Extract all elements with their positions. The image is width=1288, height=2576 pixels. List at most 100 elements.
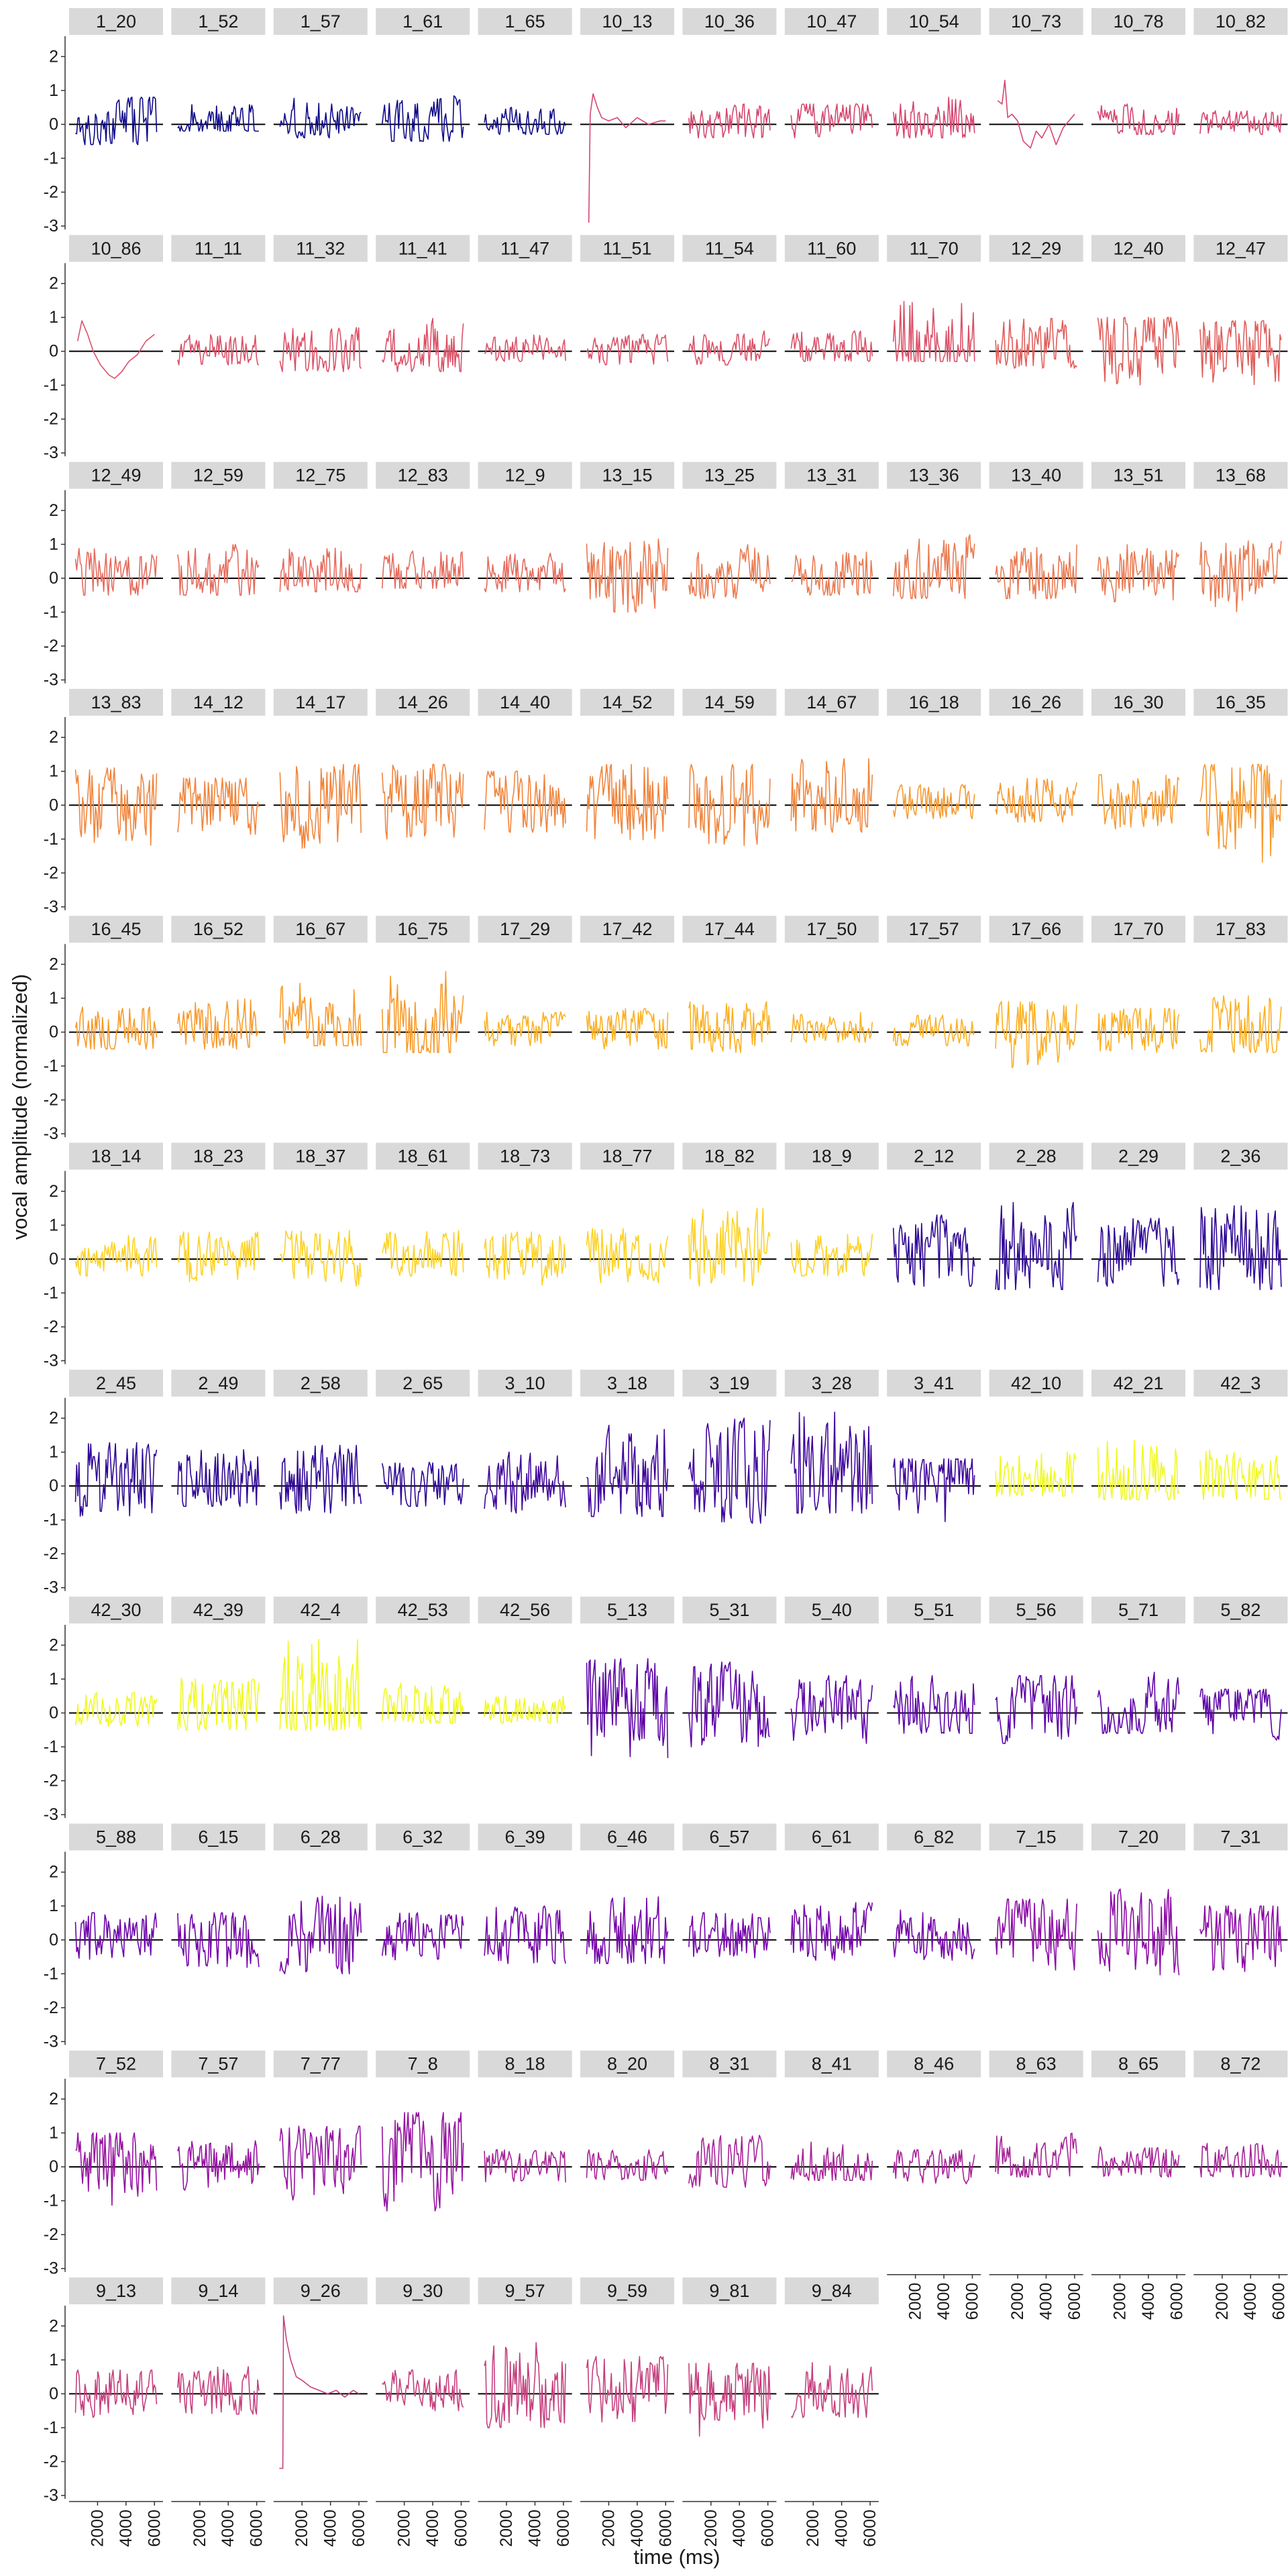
facet-strip-label: 14_26	[398, 692, 448, 712]
amplitude-series-line	[1097, 1672, 1180, 1734]
facet-panel: 3_19	[682, 1369, 777, 1524]
facet-strip	[580, 8, 674, 35]
facet-panel: 5_82	[1193, 1597, 1288, 1741]
panel-plot-area	[478, 2342, 572, 2428]
y-tick-label: 2	[49, 1409, 58, 1428]
facet-strip	[273, 1369, 368, 1397]
facet-strip-label: 12_59	[193, 466, 244, 486]
facet-strip	[376, 2277, 470, 2304]
facet-strip	[784, 1142, 879, 1170]
facet-strip	[784, 2277, 879, 2304]
facet-strip-label: 11_47	[500, 238, 549, 258]
amplitude-series-line	[75, 2132, 158, 2206]
panel-plot-area	[69, 97, 163, 146]
y-tick-label: 1	[49, 1216, 58, 1234]
facet-panel: 11_70	[887, 235, 981, 362]
facet-strip	[376, 8, 470, 35]
panel-plot-area	[478, 334, 572, 362]
facet-panel: 14_52	[580, 688, 674, 841]
amplitude-series-line	[381, 763, 464, 840]
y-tick-label: 0	[49, 1477, 58, 1495]
amplitude-series-line	[177, 998, 260, 1050]
facet-strip	[887, 1369, 981, 1397]
amplitude-series-line	[1097, 1440, 1180, 1501]
panel-plot-area	[887, 784, 981, 820]
facet-panel: 17_42	[580, 916, 674, 1050]
facet-strip-label: 17_57	[909, 919, 959, 939]
y-tick-label: -1	[44, 830, 58, 849]
panel-plot-area	[273, 1895, 368, 1975]
facet-strip	[1091, 235, 1185, 262]
x-tick-label: 6000	[350, 2510, 368, 2547]
facet-strip-label: 14_17	[295, 692, 345, 712]
panel-plot-area	[478, 552, 572, 592]
facet-panel: 13_15	[580, 462, 674, 613]
facet-strip-label: 16_26	[1011, 692, 1061, 712]
y-tick-label: -2	[44, 182, 58, 201]
facet-panel: 6_82	[887, 1823, 981, 1961]
amplitude-series-line	[381, 95, 464, 142]
panel-plot-area	[478, 1011, 572, 1046]
facet-strip	[1091, 1369, 1185, 1397]
amplitude-series-line	[995, 1201, 1077, 1291]
panel-plot-area	[1193, 1688, 1288, 1741]
facet-panel: 8_65	[1091, 2050, 1185, 2178]
panel-plot-area	[478, 1451, 572, 1514]
facet-strip	[171, 462, 266, 489]
x-tick-label: 4000	[1241, 2283, 1260, 2320]
facet-strip	[784, 916, 879, 943]
facet-strip	[887, 8, 981, 35]
amplitude-series-line	[177, 1231, 260, 1283]
facet-strip	[989, 8, 1083, 35]
facet-panel: 9_84	[784, 2277, 879, 2418]
facet-panel: 12_49	[69, 462, 163, 596]
facet-strip-label: 8_72	[1220, 2054, 1260, 2074]
amplitude-series-line	[177, 2366, 260, 2415]
facet-strip-label: 14_59	[704, 692, 755, 712]
facet-strip-label: 9_84	[812, 2281, 852, 2301]
amplitude-series-line	[382, 2369, 464, 2412]
y-tick-label: 1	[49, 2124, 58, 2143]
amplitude-series-line	[688, 103, 771, 139]
panel-plot-area	[69, 767, 163, 846]
facet-strip	[69, 235, 163, 262]
amplitude-series-line	[790, 330, 873, 362]
amplitude-series-line	[177, 777, 260, 835]
facet-panel: 6_15	[171, 1823, 266, 1968]
x-tick-label: 2000	[906, 2283, 925, 2320]
x-tick-label: 6000	[861, 2510, 879, 2547]
amplitude-series-line	[1097, 2146, 1180, 2178]
amplitude-series-line	[586, 333, 669, 366]
panel-plot-area	[376, 317, 470, 372]
panel-plot-area	[580, 1424, 674, 1517]
facet-strip-label: 11_41	[398, 238, 447, 258]
amplitude-series-line	[484, 334, 566, 362]
amplitude-series-line	[995, 777, 1077, 823]
panel-plot-area	[580, 1658, 674, 1758]
panel-plot-area	[69, 1234, 163, 1277]
panel-plot-area	[989, 1001, 1083, 1069]
amplitude-series-line	[1199, 763, 1282, 863]
facet-strip-label: 9_59	[607, 2281, 647, 2301]
x-tick-label: 2000	[1008, 2283, 1027, 2320]
facet-strip	[376, 462, 470, 489]
facet-strip-label: 11_32	[296, 238, 345, 258]
facet-strip	[682, 462, 777, 489]
facet-strip-label: 3_19	[709, 1373, 749, 1393]
amplitude-series-line	[279, 763, 362, 849]
x-tick-label: 6000	[145, 2510, 164, 2547]
facet-strip-label: 5_88	[96, 1827, 136, 1847]
facet-strip-label: 42_56	[500, 1600, 550, 1620]
facet-panel: 12_9	[478, 462, 572, 592]
facet-panel: 6_39	[478, 1823, 572, 1964]
facet-strip-label: 8_46	[914, 2054, 954, 2074]
facet-strip	[171, 1597, 266, 1624]
facet-panel: 5_40	[784, 1597, 879, 1744]
y-tick-label: -1	[44, 149, 58, 168]
facet-panel: 9_14	[171, 2277, 266, 2415]
facet-strip-label: 16_52	[193, 919, 244, 939]
amplitude-series-line	[381, 317, 464, 372]
panel-plot-area	[69, 2132, 163, 2206]
amplitude-series-line	[790, 1902, 873, 1961]
facet-strip-label: 17_50	[806, 919, 857, 939]
